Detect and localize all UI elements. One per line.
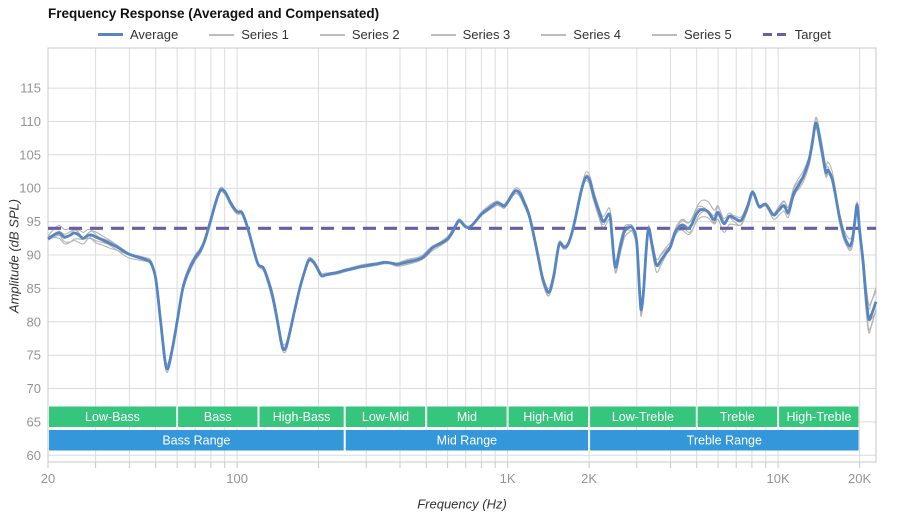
- legend-swatch-series-5: [652, 33, 677, 36]
- range-band-bass-range: [49, 430, 344, 451]
- sub-band-mid: [427, 406, 507, 427]
- legend-label-series-4: Series 4: [573, 27, 621, 42]
- sub-band-label: Low-Bass: [85, 410, 140, 424]
- legend-item-series-1: Series 1: [209, 27, 289, 42]
- range-band-label: Mid Range: [437, 434, 497, 448]
- y-tick-label: 105: [19, 147, 41, 162]
- y-tick-label: 90: [27, 248, 41, 263]
- legend-item-series-5: Series 5: [652, 27, 732, 42]
- sub-band-high-bass: [259, 406, 344, 427]
- range-band-treble-range: [590, 430, 859, 451]
- x-tick-label: 1K: [500, 471, 516, 486]
- legend-swatch-series-1: [209, 33, 235, 36]
- sub-band-label: Low-Treble: [612, 410, 674, 424]
- sub-band-low-mid: [345, 406, 426, 427]
- legend-label-target: Target: [794, 27, 831, 42]
- sub-band-label: Treble: [720, 410, 755, 424]
- y-tick-label: 85: [27, 281, 41, 296]
- legend-swatch-average: [98, 33, 123, 36]
- plot-border: [47, 47, 877, 463]
- legend-swatch-series-4: [541, 33, 567, 36]
- sub-band-low-treble: [590, 406, 696, 427]
- legend-item-target: Target: [762, 27, 831, 42]
- legend-item-series-4: Series 4: [541, 27, 621, 42]
- legend-item-average: Average: [98, 27, 178, 42]
- y-tick-label: 100: [19, 181, 41, 196]
- legend-swatch-series-3: [430, 33, 456, 36]
- legend-swatch-target: [762, 33, 788, 36]
- x-tick-label: 10K: [767, 471, 790, 486]
- y-tick-label: 75: [27, 348, 41, 363]
- y-tick-label: 95: [27, 214, 41, 229]
- y-tick-label: 80: [27, 314, 41, 329]
- sub-band-label: High-Treble: [786, 410, 851, 424]
- sub-band-label: High-Bass: [273, 410, 331, 424]
- x-tick-label: 20K: [848, 471, 871, 486]
- legend-label-series-5: Series 5: [684, 27, 732, 42]
- y-tick-label: 115: [20, 81, 41, 96]
- range-band-mid-range: [345, 430, 588, 451]
- sub-band-high-mid: [508, 406, 588, 427]
- legend-label-series-1: Series 1: [241, 27, 289, 42]
- legend-item-series-3: Series 3: [430, 27, 511, 42]
- y-tick-label: 60: [27, 448, 41, 463]
- sub-band-high-treble: [779, 406, 859, 427]
- range-band-label: Treble Range: [687, 434, 762, 448]
- y-tick-label: 65: [27, 414, 41, 429]
- average-line: [47, 121, 878, 371]
- sub-band-label: Low-Mid: [362, 410, 409, 424]
- legend-label-average: Average: [130, 27, 179, 42]
- sub-band-low-bass: [49, 406, 177, 427]
- legend-label-series-3: Series 3: [462, 27, 511, 42]
- chart-title: Frequency Response (Averaged and Compens…: [48, 6, 380, 21]
- x-tick-label: 20: [41, 471, 55, 486]
- sub-band-bass: [178, 406, 258, 427]
- sub-band-label: High-Mid: [523, 410, 573, 424]
- legend-item-series-2: Series 2: [319, 27, 400, 42]
- sub-band-treble: [697, 406, 778, 427]
- sub-band-label: Bass: [204, 410, 232, 424]
- chart-legend: Average Series 1 Series 2 Series 3 Series 4 S…: [98, 27, 831, 42]
- legend-label-series-2: Series 2: [351, 27, 400, 42]
- legend-swatch-series-2: [319, 33, 345, 36]
- y-tick-label: 70: [27, 381, 41, 396]
- x-axis-label: Frequency (Hz): [417, 496, 507, 512]
- x-tick-label: 2K: [581, 471, 597, 486]
- x-tick-label: 100: [226, 471, 248, 486]
- range-band-label: Bass Range: [162, 434, 230, 448]
- y-tick-label: 110: [20, 114, 41, 129]
- sub-band-label: Mid: [457, 410, 477, 424]
